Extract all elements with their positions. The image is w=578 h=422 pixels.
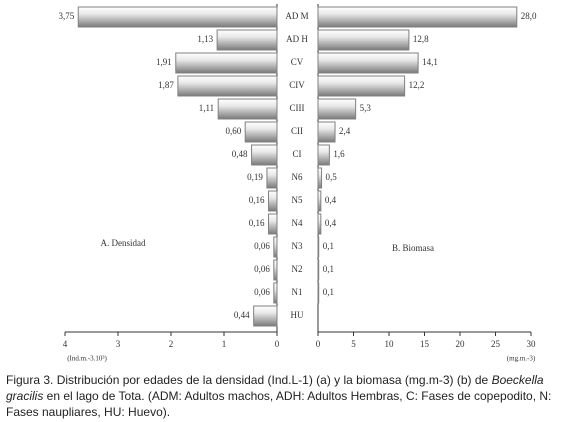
value-label: 2,4: [339, 126, 351, 136]
bar: [317, 98, 357, 120]
bar: [317, 6, 518, 28]
category-label: CIII: [290, 103, 305, 113]
value-label: 5,3: [360, 103, 372, 113]
x-axis-label: (Ind.m.-3.10³): [67, 355, 107, 363]
bar: [317, 213, 322, 235]
chart: AD M AD H CV CIV CIII CII CI N6 N5 N4 N3 N2 N1 HU 4 3 2 1…: [59, 4, 537, 363]
category-label: AD M: [285, 11, 308, 21]
x-tick-label: 1: [222, 339, 227, 349]
value-label: 28,0: [521, 11, 537, 21]
value-label: 0,44: [234, 310, 250, 320]
value-label: 0,16: [249, 195, 265, 205]
bar: [268, 190, 278, 212]
value-label: 1,13: [197, 34, 213, 44]
x-tick-label: 25: [491, 339, 501, 349]
value-label: 0,4: [325, 218, 337, 228]
bar: [317, 121, 336, 143]
bar: [273, 259, 278, 281]
value-label: 0,1: [323, 241, 334, 251]
x-tick-label: 15: [420, 339, 430, 349]
value-label: 14,1: [422, 57, 438, 67]
value-label: 0,06: [254, 264, 270, 274]
category-label: CV: [291, 57, 304, 67]
bar: [317, 282, 320, 304]
panel-label: B. Biomasa: [392, 243, 434, 253]
value-label: 0,06: [254, 287, 270, 297]
value-label: 0,1: [323, 287, 334, 297]
bar: [273, 236, 278, 258]
bar: [177, 75, 278, 97]
value-label: 1,6: [333, 149, 345, 159]
bar: [317, 52, 419, 74]
x-tick-label: 0: [275, 339, 280, 349]
x-tick-label: 20: [456, 339, 466, 349]
category-label: CII: [291, 126, 303, 136]
x-tick-label: 3: [116, 339, 121, 349]
category-label: CIV: [289, 80, 305, 90]
bar: [216, 29, 278, 51]
value-label: 12,2: [409, 80, 425, 90]
category-label: N6: [292, 172, 303, 182]
bar: [175, 52, 278, 74]
bar: [268, 213, 278, 235]
bar: [317, 259, 320, 281]
bar: [317, 167, 323, 189]
value-label: 0,16: [249, 218, 265, 228]
x-tick-label: 2: [169, 339, 174, 349]
caption: Figura 3. Distribución por edades de la …: [6, 372, 574, 420]
value-label: 0,60: [225, 126, 241, 136]
bar: [317, 29, 410, 51]
bar: [77, 6, 278, 28]
value-label: 0,48: [232, 149, 248, 159]
caption-text: Figura 3. Distribución por edades de la …: [6, 373, 492, 387]
x-tick-label: 30: [527, 339, 537, 349]
category-label: CI: [293, 149, 302, 159]
value-label: 1,91: [156, 57, 172, 67]
bar: [253, 305, 278, 327]
value-label: 1,11: [199, 103, 214, 113]
value-label: 12,8: [413, 34, 429, 44]
bar: [217, 98, 278, 120]
bar: [317, 190, 322, 212]
bar: [317, 144, 330, 166]
category-label: HU: [291, 310, 304, 320]
bar: [273, 282, 278, 304]
value-label: 0,06: [254, 241, 270, 251]
value-label: 0,5: [326, 172, 338, 182]
value-label: 1,87: [158, 80, 174, 90]
bar: [317, 75, 406, 97]
value-label: 3,75: [59, 11, 75, 21]
x-tick-label: 0: [316, 339, 321, 349]
category-label: N5: [292, 195, 303, 205]
category-label: N1: [292, 287, 303, 297]
x-axis-label: (mg.m.-3): [507, 355, 536, 363]
category-label: AD H: [286, 34, 308, 44]
value-label: 0,1: [323, 264, 334, 274]
category-label: N2: [292, 264, 303, 274]
bar: [251, 144, 278, 166]
panel-label: A. Densidad: [101, 238, 146, 248]
value-label: 0,19: [247, 172, 263, 182]
bar: [244, 121, 278, 143]
category-label: N3: [292, 241, 303, 251]
x-tick-label: 4: [63, 339, 68, 349]
bar: [266, 167, 278, 189]
x-tick-label: 10: [385, 339, 395, 349]
bar: [317, 236, 320, 258]
caption-text: en el lago de Tota. (ADM: Adultos machos…: [6, 389, 552, 419]
value-label: 0,4: [325, 195, 337, 205]
caption-species: Boeckella gracilis: [6, 373, 544, 403]
category-label: N4: [292, 218, 303, 228]
x-tick-label: 5: [351, 339, 356, 349]
